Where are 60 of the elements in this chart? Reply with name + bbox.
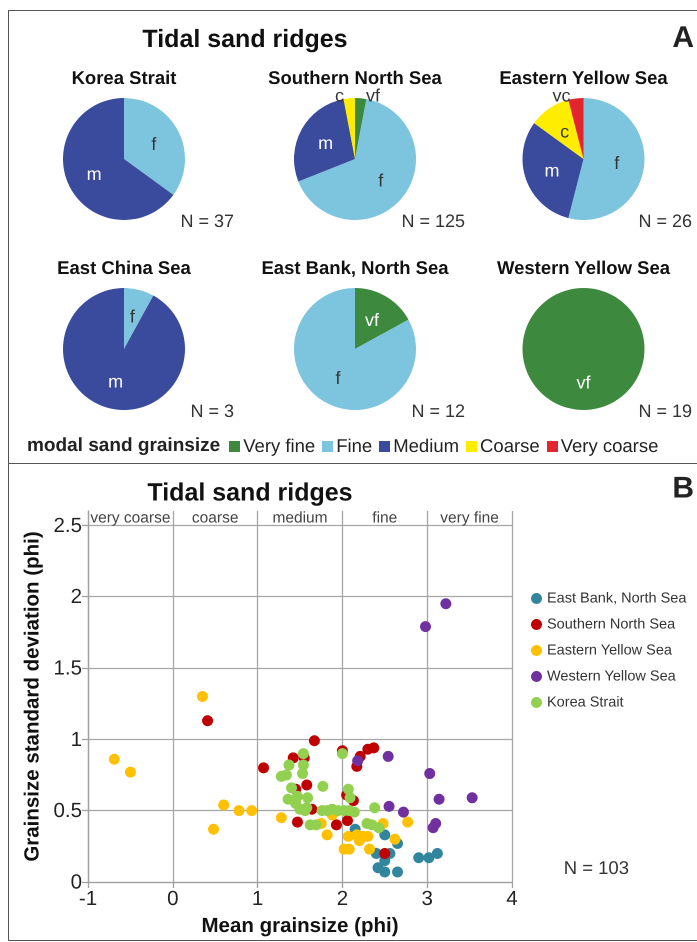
slice-label: vf <box>364 310 380 330</box>
slice-label: vc <box>552 86 570 106</box>
text: Tidal sand ridges <box>141 25 349 54</box>
slice-label: c <box>334 85 344 106</box>
text: N = 3 <box>190 401 234 421</box>
text: A <box>672 21 694 55</box>
annotation: very coarse <box>90 510 170 527</box>
chart-title: Korea Strait <box>72 67 176 88</box>
slice-label: f <box>130 306 136 327</box>
data-label: m <box>86 164 102 184</box>
annotation: fine <box>372 510 398 527</box>
text: N = 19 <box>638 401 692 421</box>
x-tick-label: 0 <box>167 887 179 910</box>
y-tick-label: 0.5 <box>54 799 82 822</box>
y-tick-label: 2.5 <box>54 514 82 537</box>
legend-label: Korea Strait <box>547 694 624 710</box>
text: N = 37 <box>180 211 234 231</box>
legend-label: Southern North Sea <box>547 616 676 632</box>
text: N = 103 <box>564 857 629 878</box>
legend-label: Very fine <box>243 435 316 457</box>
annotation: coarse <box>192 510 238 527</box>
chart-title: Western Yellow Sea <box>496 257 671 278</box>
text: B <box>672 472 694 504</box>
chart-title: Southern North Sea <box>268 67 442 88</box>
legend-label: Medium <box>393 435 460 457</box>
x-tick-label: 2 <box>336 887 348 910</box>
text: N = 26 <box>638 211 692 231</box>
data-label: f <box>151 134 158 154</box>
chart-title: East China Sea <box>57 257 192 278</box>
x-axis-title: Mean grainsize (phi) <box>201 914 399 937</box>
legend-label: Coarse <box>480 435 540 457</box>
y-tick-label: 1 <box>70 728 82 751</box>
legend-label: Western Yellow Sea <box>547 668 677 684</box>
chart-title: Tidal sand ridges <box>147 478 353 506</box>
y-axis-title: Grainsize standard deviation (phi) <box>20 531 44 862</box>
text: N = 125 <box>400 211 464 231</box>
x-tick-label: 4 <box>506 887 518 910</box>
slice-label: f <box>614 153 620 174</box>
y-tick-label: 2 <box>70 585 82 608</box>
x-tick-label: 1 <box>252 887 264 910</box>
slice-label: vf <box>366 85 381 106</box>
annotation: medium <box>272 510 328 527</box>
legend-title: modal sand grainsize <box>27 435 220 457</box>
slice-label: c <box>560 121 570 142</box>
slice-label: f <box>334 368 341 388</box>
slice-label: m <box>108 371 124 392</box>
legend-label: Eastern Yellow Sea <box>547 642 673 658</box>
legend-label: Very coarse <box>560 435 658 457</box>
y-tick-label: 1.5 <box>54 656 82 680</box>
x-tick-label: 3 <box>421 887 433 910</box>
chart-title: East Bank, North Sea <box>260 257 449 278</box>
slice-label: f <box>378 170 384 190</box>
legend-label: East Bank, North Sea <box>547 590 688 606</box>
legend-label: Fine <box>336 435 372 457</box>
slice-label: m <box>318 132 333 153</box>
slice-label: m <box>544 160 560 180</box>
text: N = 12 <box>410 401 465 421</box>
annotation: very fine <box>440 510 499 527</box>
chart-title: Eastern Yellow Sea <box>499 67 668 88</box>
slice-label: vf <box>576 372 592 392</box>
